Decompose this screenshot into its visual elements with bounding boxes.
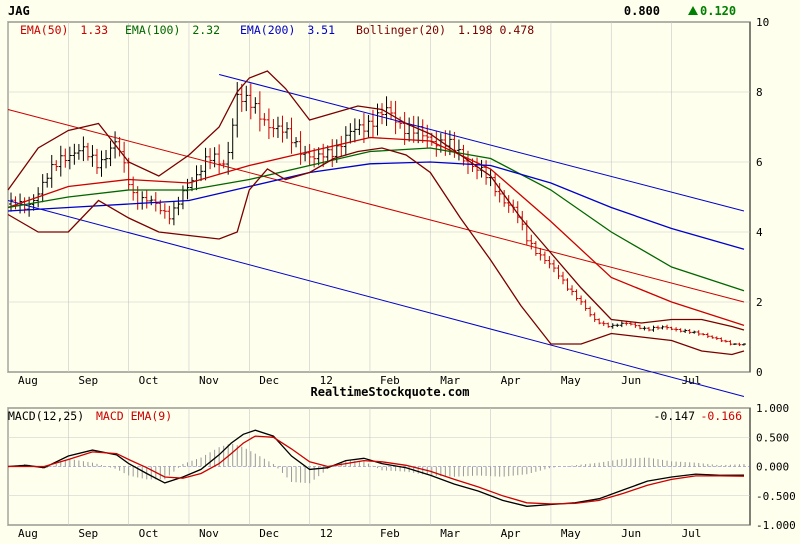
x-tick-label: Jul xyxy=(682,374,702,387)
x-tick-label: 12 xyxy=(320,374,333,387)
x-tick-label: Apr xyxy=(501,374,521,387)
macd-x-tick-label: Sep xyxy=(78,527,98,540)
macd-x-tick-label: May xyxy=(561,527,581,540)
series-line xyxy=(7,161,745,250)
symbol-label: JAG xyxy=(8,4,30,18)
x-tick-label: Mar xyxy=(440,374,460,387)
y-tick-label: 8 xyxy=(756,86,763,99)
series-line xyxy=(7,70,745,331)
price-x-axis: Aug Sep Oct Nov Dec 12 Feb Mar Apr May Jun Jul xyxy=(18,374,701,387)
y-tick-label: 0 xyxy=(756,366,763,379)
legend-main: EMA(50) 1.33 EMA(100) 2.32 EMA(200) 3.51… xyxy=(20,23,534,37)
channel-line-middle xyxy=(7,109,745,303)
x-tick-label: Oct xyxy=(139,374,159,387)
macd-x-tick-label: Mar xyxy=(440,527,460,540)
source-label: RealtimeStockquote.com xyxy=(311,385,470,399)
legend-macd-line: MACD(12,25) xyxy=(8,409,84,423)
macd-y-tick-label: 1.000 xyxy=(756,402,789,415)
y-tick-label: 10 xyxy=(756,16,769,29)
macd-x-tick-label: Apr xyxy=(501,527,521,540)
series-line xyxy=(7,147,745,292)
y-tick-label: 2 xyxy=(756,296,763,309)
macd-x-tick-label: Oct xyxy=(139,527,159,540)
macd-x-tick-label: Nov xyxy=(199,527,219,540)
x-tick-label: May xyxy=(561,374,581,387)
price-y-axis: 0 2 4 6 8 10 xyxy=(756,16,769,379)
x-tick-label: Dec xyxy=(259,374,279,387)
y-tick-label: 6 xyxy=(756,156,763,169)
legend-ema200: EMA(200) 3.51 xyxy=(240,23,335,37)
x-tick-label: Feb xyxy=(380,374,400,387)
macd-x-tick-label: Jun xyxy=(621,527,641,540)
legend-ema50: EMA(50) 1.33 xyxy=(20,23,108,37)
y-tick-label: 4 xyxy=(756,226,763,239)
macd-y-tick-label: 0.500 xyxy=(756,431,789,444)
macd-x-tick-label: Jul xyxy=(682,527,702,540)
price-bars xyxy=(9,82,746,347)
macd-grid xyxy=(7,407,750,526)
series-line xyxy=(7,147,745,356)
x-tick-label: Jun xyxy=(621,374,641,387)
price-change: 0.120 xyxy=(700,4,736,18)
macd-series-line xyxy=(7,429,745,507)
macd-y-tick-label: -0.500 xyxy=(756,490,796,503)
last-price: 0.800 xyxy=(624,4,660,18)
price-lines xyxy=(7,70,745,397)
price-panel xyxy=(7,21,751,373)
macd-series-line xyxy=(8,435,745,505)
x-tick-label: Nov xyxy=(199,374,219,387)
x-tick-label: Aug xyxy=(18,374,38,387)
macd-signal-value: -0.166 xyxy=(700,409,742,423)
channel-line-lower xyxy=(7,200,745,397)
legend-macd-signal: MACD EMA(9) xyxy=(96,409,172,423)
macd-x-tick-label: Aug xyxy=(18,527,38,540)
macd-x-tick-label: Dec xyxy=(259,527,279,540)
macd-value: -0.147 xyxy=(653,409,695,423)
macd-x-axis: Aug Sep Oct Nov Dec 12 Feb Mar Apr May Jun Jul xyxy=(18,527,701,540)
series-line xyxy=(7,136,745,327)
legend-bollinger: Bollinger(20) 1.198 0.478 xyxy=(356,23,534,37)
macd-y-axis: 1.000 0.500 0.000 -0.500 -1.000 xyxy=(756,402,796,532)
channel-line-upper xyxy=(219,74,745,212)
price-grid xyxy=(7,21,750,373)
macd-y-tick-label: 0.000 xyxy=(756,461,789,474)
x-tick-label: Sep xyxy=(78,374,98,387)
legend-ema100: EMA(100) 2.32 xyxy=(125,23,220,37)
legend-macd: MACD(12,25) MACD EMA(9) -0.147 -0.166 xyxy=(8,409,742,423)
macd-x-tick-label: 12 xyxy=(320,527,333,540)
macd-x-tick-label: Feb xyxy=(380,527,400,540)
macd-y-tick-label: -1.000 xyxy=(756,519,796,532)
up-arrow-icon xyxy=(688,6,698,15)
macd-lines xyxy=(7,429,745,507)
